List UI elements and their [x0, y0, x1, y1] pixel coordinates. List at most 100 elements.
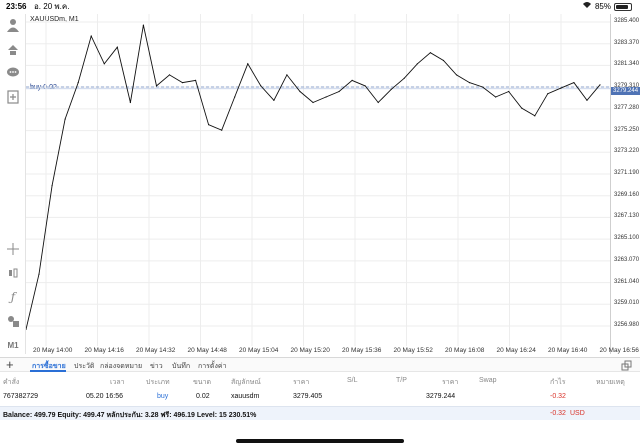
price-point — [247, 63, 249, 65]
price-point — [390, 88, 392, 90]
header-swap: Swap — [479, 377, 497, 384]
price-chart[interactable]: XAUUSDm, M1 buy 0.02 — [26, 14, 610, 354]
tab-journal[interactable]: บันทึก — [172, 363, 191, 370]
price-point — [521, 107, 523, 109]
balance-profit: -0.32 — [550, 410, 566, 417]
price-tick: 3273.220 — [614, 148, 640, 155]
tab-history[interactable]: ประวัติ — [74, 363, 95, 370]
price-point — [64, 118, 66, 120]
price-point — [468, 82, 471, 84]
position-profit: -0.32 — [550, 393, 566, 400]
header-profit: กำไร — [550, 379, 566, 386]
objects-icon[interactable] — [4, 312, 22, 330]
balance-summary: Balance: 499.79 Equity: 499.47 หลักประกั… — [3, 412, 257, 419]
order-icon[interactable] — [4, 40, 22, 58]
new-order-button[interactable]: + — [6, 357, 14, 372]
price-point — [547, 93, 549, 95]
price-point — [299, 90, 301, 93]
price-point — [599, 84, 601, 86]
price-tick: 3263.070 — [614, 256, 640, 263]
time-tick: 20 May 16:08 — [445, 347, 485, 354]
price-point — [51, 184, 53, 187]
price-point — [26, 328, 27, 330]
header-symbol: สัญลักษณ์ — [231, 379, 261, 386]
status-time: 23:56 — [6, 2, 27, 11]
price-point — [429, 52, 432, 54]
header-price: ราคา — [293, 379, 310, 386]
balance-row: Balance: 499.79 Equity: 499.47 หลักประกั… — [0, 406, 640, 420]
tab-settings[interactable]: การตั้งค่า — [198, 363, 227, 370]
left-toolbar: ƒ M1 — [0, 14, 26, 354]
price-point — [338, 90, 340, 93]
time-tick: 20 May 14:48 — [187, 347, 227, 354]
add-indicator-icon[interactable] — [4, 88, 22, 106]
status-right: 85% — [582, 0, 632, 14]
crosshair-icon[interactable] — [4, 240, 22, 258]
time-tick: 20 May 16:24 — [496, 347, 536, 354]
position-symbol: xauusdm — [231, 393, 260, 400]
price-point — [129, 101, 131, 104]
price-series-line — [26, 25, 601, 330]
price-tick: 3281.340 — [614, 61, 640, 68]
price-point — [234, 96, 236, 98]
time-tick: 20 May 16:56 — [599, 347, 639, 354]
position-type: buy — [157, 393, 169, 400]
wifi-icon — [582, 0, 592, 14]
price-point — [155, 85, 158, 87]
price-tick: 3265.100 — [614, 235, 640, 242]
header-tp: T/P — [396, 377, 407, 384]
battery-icon — [614, 3, 632, 11]
price-point — [534, 115, 536, 117]
price-point — [168, 74, 171, 76]
person-icon[interactable] — [4, 16, 22, 34]
position-row[interactable]: 767382729 05.20 16:56 buy 0.02 xauusdm 3… — [0, 390, 640, 404]
position-time: 05.20 16:56 — [86, 393, 123, 400]
chat-icon[interactable] — [4, 64, 22, 82]
price-point — [455, 74, 458, 76]
time-tick: 20 May 15:52 — [393, 347, 433, 354]
time-axis: 20 May 14:00 20 May 14:16 20 May 14:32 20 M… — [26, 346, 640, 356]
candle-type-icon[interactable] — [4, 264, 22, 282]
price-point — [573, 82, 575, 84]
tab-mailbox[interactable]: กล่องจดหมาย — [100, 363, 143, 370]
function-icon[interactable]: ƒ — [10, 290, 16, 304]
battery-fill — [616, 5, 628, 9]
status-date: อ. 20 พ.ค. — [34, 2, 70, 11]
price-point — [364, 85, 366, 87]
price-point — [495, 96, 497, 98]
price-point — [508, 90, 510, 93]
expand-icon[interactable] — [621, 360, 632, 374]
time-tick: 20 May 15:20 — [290, 347, 330, 354]
position-current-price: 3279.244 — [426, 393, 456, 400]
price-point — [181, 82, 184, 84]
price-point — [77, 82, 79, 84]
timeframe-icon[interactable]: M1 — [7, 340, 19, 350]
tab-news[interactable]: ข่าว — [150, 363, 163, 370]
price-point — [90, 35, 92, 37]
price-point — [351, 79, 353, 81]
price-point — [416, 63, 418, 65]
price-tick: 3269.160 — [614, 191, 640, 198]
price-tick: 3283.370 — [614, 39, 640, 46]
price-point — [38, 273, 40, 275]
header-sl: S/L — [347, 377, 358, 384]
price-point — [286, 74, 288, 76]
header-order: คำสั่ง — [3, 379, 20, 386]
price-tick: 3256.980 — [614, 322, 640, 328]
price-point — [325, 96, 327, 98]
time-tick: 20 May 14:16 — [84, 347, 124, 354]
price-point — [377, 101, 379, 104]
time-tick: 20 May 16:40 — [548, 347, 588, 354]
header-current-price: ราคา — [442, 379, 459, 386]
home-indicator — [236, 439, 404, 443]
header-type: ประเภท — [146, 379, 170, 386]
chart-canvas — [26, 14, 610, 346]
tab-trade[interactable]: การซื้อขาย — [32, 363, 66, 370]
header-size: ขนาด — [193, 379, 212, 386]
price-tick: 3259.010 — [614, 300, 640, 307]
price-tick: 3271.190 — [614, 170, 640, 176]
price-point — [116, 46, 118, 48]
price-tick: 3279.310 — [614, 83, 639, 89]
price-point — [273, 99, 275, 101]
positions-header: คำสั่ง เวลา ประเภท ขนาด สัญลักษณ์ ราคา S… — [0, 373, 640, 387]
